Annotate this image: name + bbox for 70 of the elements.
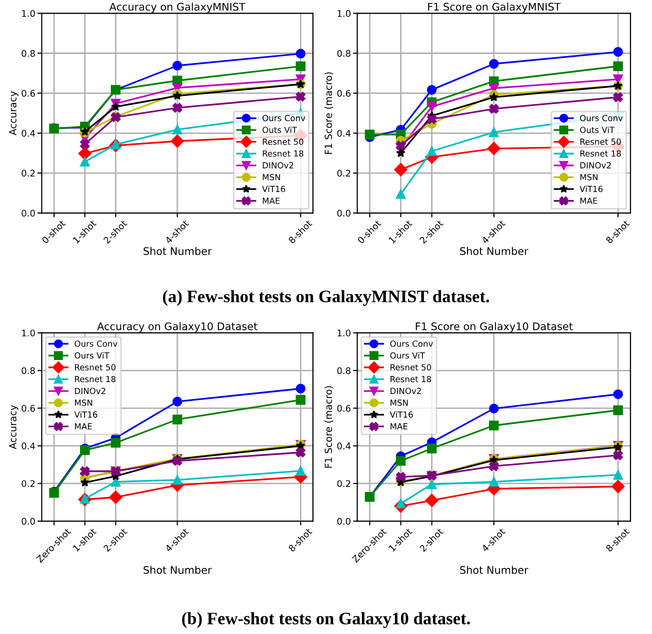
legend-label: Ours Conv bbox=[390, 340, 433, 347]
y-tick-label: 0.8 bbox=[22, 50, 35, 57]
y-tick-label: 0.6 bbox=[337, 90, 350, 97]
y-tick-label: 0.6 bbox=[22, 404, 35, 412]
legend-label: Ours ViT bbox=[390, 352, 425, 359]
legend-label: DINOv2 bbox=[75, 388, 106, 394]
y-tick-label: 0.8 bbox=[337, 367, 350, 374]
y-tick-label: 0.6 bbox=[337, 404, 350, 412]
legend-label: ViT16 bbox=[580, 186, 603, 192]
y-tick-label: 0.4 bbox=[337, 130, 351, 137]
legend-label: ViT16 bbox=[390, 411, 413, 418]
y-tick-label: 0.0 bbox=[337, 210, 350, 217]
legend-label: DINOv2 bbox=[580, 162, 611, 168]
legend-label: Resnet 18 bbox=[75, 376, 116, 382]
legend-label: DINOv2 bbox=[390, 388, 421, 394]
x-axis-title: Shot Number bbox=[460, 246, 528, 256]
y-axis-title: Accuracy bbox=[9, 405, 18, 450]
legend-label: Ours Conv bbox=[262, 114, 306, 122]
legend-label: DINOv2 bbox=[262, 162, 294, 168]
x-axis-title: Shot Number bbox=[144, 566, 212, 574]
x-axis-title: Shot Number bbox=[144, 246, 212, 256]
y-tick-label: 0.2 bbox=[337, 480, 350, 488]
chart-title: Accuracy on GalaxyMNIST bbox=[109, 2, 246, 13]
legend-label: Outs ViT bbox=[580, 126, 615, 134]
x-axis-title: Shot Number bbox=[460, 566, 528, 574]
y-tick-label: 1.0 bbox=[338, 330, 350, 336]
y-tick-label: 0.0 bbox=[337, 518, 350, 525]
legend-label: ViT16 bbox=[262, 186, 286, 192]
legend-label: MSN bbox=[580, 174, 598, 180]
legend-label: Resnet 18 bbox=[262, 150, 304, 157]
y-tick-label: 0.2 bbox=[22, 170, 35, 177]
legend-label: Resnet 50 bbox=[390, 364, 432, 370]
y-tick-label: 0.8 bbox=[337, 50, 350, 57]
legend-label: MSN bbox=[75, 400, 92, 406]
legend-label: Outs ViT bbox=[262, 126, 298, 134]
legend-label: MAE bbox=[262, 198, 280, 204]
legend-label: Resnet 50 bbox=[262, 138, 304, 145]
legend-label: MAE bbox=[390, 423, 408, 430]
legend-label: MAE bbox=[580, 198, 598, 204]
legend-label: Resnet 18 bbox=[580, 150, 621, 157]
legend-label: Ours Conv bbox=[74, 340, 118, 347]
y-tick-label: 0.4 bbox=[337, 442, 351, 450]
legend-label: ViT16 bbox=[74, 411, 98, 418]
y-tick-label: 0.6 bbox=[22, 90, 35, 97]
text: (b) Few-shot tests on Galaxy10 dataset. bbox=[182, 612, 470, 628]
y-tick-label: 1.0 bbox=[338, 10, 350, 17]
y-tick-label: 0.0 bbox=[22, 210, 35, 217]
legend-label: MSN bbox=[390, 400, 408, 406]
y-tick-label: 0.2 bbox=[22, 480, 35, 488]
legend-label: Resnet 50 bbox=[580, 138, 621, 145]
legend-label: Resnet 18 bbox=[390, 376, 432, 382]
y-tick-label: 0.2 bbox=[337, 170, 350, 177]
y-tick-label: 1.0 bbox=[22, 10, 35, 17]
text: (a) Few-shot tests on GalaxyMNIST dataset. bbox=[162, 290, 490, 306]
chart-title: F1 Score on Galaxy10 Dataset bbox=[416, 322, 573, 332]
legend-label: MAE bbox=[75, 423, 92, 430]
legend-label: Resnet 50 bbox=[75, 364, 116, 370]
y-axis-title: Accuracy bbox=[9, 91, 18, 136]
y-tick-label: 1.0 bbox=[22, 330, 35, 336]
chart-title: F1 Score on GalaxyMNIST bbox=[428, 2, 561, 13]
y-axis-title: F1 Score (macro) bbox=[324, 386, 334, 468]
chart-title: Accuracy on Galaxy10 Dataset bbox=[97, 322, 258, 332]
legend-label: Ours ViT bbox=[74, 352, 110, 359]
y-tick-label: 0.0 bbox=[22, 518, 35, 525]
y-tick-label: 0.4 bbox=[22, 130, 35, 137]
legend-label: MSN bbox=[262, 174, 280, 180]
legend-label: Ours Conv bbox=[580, 114, 623, 122]
y-tick-label: 0.4 bbox=[22, 442, 35, 450]
y-axis-title: F1 Score (macro) bbox=[324, 72, 334, 154]
y-tick-label: 0.8 bbox=[22, 367, 35, 374]
